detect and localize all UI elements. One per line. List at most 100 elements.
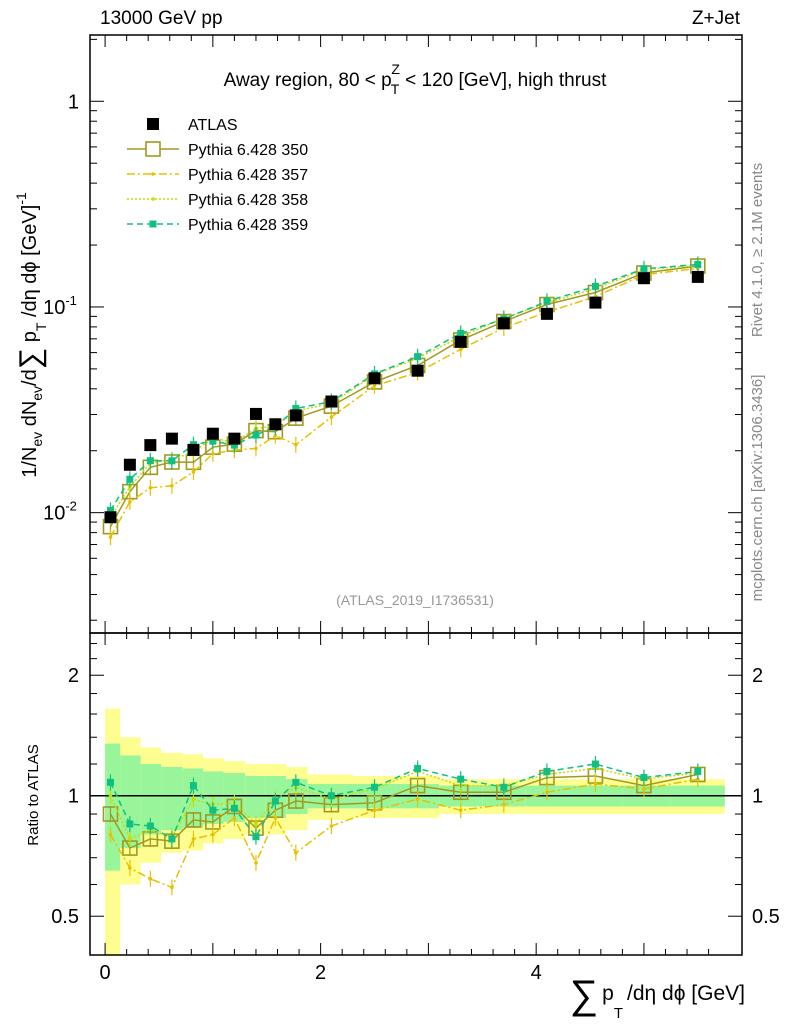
legend-marker [151,172,155,176]
marker-filled-square [106,778,114,786]
marker-dot [128,866,132,870]
y-axis-label: 1/Nev dNev/d∑ pT /dη dϕ [GeV]-1 [13,192,49,478]
marker-dot [254,446,258,451]
atlas-point [269,418,282,431]
x-tick-label: 4 [531,962,542,984]
ratio-tick-label-left: 0.5 [51,906,79,928]
ratio-frame [89,632,743,956]
marker-filled-square [252,833,260,841]
atlas-point [691,270,704,283]
legend: ATLAS Pythia 6.428 350 Pythia 6.428 357 Pyt… [127,117,308,234]
marker-dot [108,832,113,837]
atlas-point [540,307,553,320]
marker-filled-square [694,767,702,775]
x-axis-label: ∑ pT/dη dϕ [GeV] [570,973,745,1022]
marker-filled-square [414,353,422,361]
marker-filled-square [371,783,379,791]
marker-filled-square [168,457,176,465]
legend-label: Pythia 6.428 357 [188,167,308,184]
marker-filled-square [414,764,422,772]
analysis-id: (ATLAS_2019_I1736531) [336,592,494,608]
legend-label: ATLAS [188,117,238,134]
header-right: Z+Jet [692,8,741,29]
y-tick-label: 10-2 [43,499,77,525]
marker-dot [148,877,153,881]
marker-filled-square [209,437,217,445]
series-line [109,267,698,538]
marker-dot [191,797,196,802]
marker-filled-square [252,431,260,439]
marker-dot [128,837,132,841]
marker-dot [415,797,420,802]
marker-dot [502,802,506,807]
marker-filled-square [457,775,465,783]
marker-dot [329,824,334,828]
header-left: 13000 GeV pp [100,8,223,29]
atlas-point [165,432,178,445]
marker-filled-square [500,783,508,791]
band-green [245,776,266,818]
atlas-point [249,407,262,420]
atlas-point [454,335,467,348]
legend-label: Pythia 6.428 359 [188,217,308,234]
marker-dot [458,347,463,352]
marker-filled-square [230,804,238,812]
marker-dot [273,433,278,438]
atlas-point [144,439,157,452]
x-tick-label: 0 [100,962,111,984]
legend-marker [151,197,155,201]
marker-dot [128,500,132,504]
marker-dot [232,816,237,820]
atlas-point [411,364,424,377]
ratio-y-axis-label: Ratio to ATLAS [25,744,42,845]
series-line [109,264,698,518]
ratio-uncertainty-bands [105,708,725,955]
ratio-tick-label-right: 1 [752,786,763,808]
marker-dot [329,415,334,419]
legend-marker [145,141,161,157]
atlas-point [206,427,219,440]
marker-filled-square [146,457,154,465]
marker-filled-square [126,475,134,483]
axes: 0 2 4 10-2 10-1 1 0.5 0.5 1 1 2 2 [43,34,780,984]
marker-filled-square [146,822,154,830]
band-green [140,764,162,835]
marker-filled-square [640,265,648,273]
marker-open-square [102,806,119,822]
plot-title: Away region, 80 < pTZ < 120 [GeV], high … [224,61,607,97]
marker-dot [273,816,278,820]
marker-filled-square [292,405,300,413]
marker-filled-square [591,282,599,290]
mcplots-label: mcplots.cern.ch [arXiv:1306.3436] [749,375,766,602]
marker-dot [372,808,377,813]
marker-filled-square [126,820,134,828]
marker-filled-square [271,797,279,805]
y-tick-label: 1 [68,91,79,113]
marker-filled-square [209,806,217,814]
marker-dot [458,808,463,813]
x-tick-label: 2 [315,962,326,984]
ratio-tick-label-left: 1 [68,786,79,808]
marker-dot [170,885,174,890]
marker-filled-square [106,506,114,514]
marker-dot [545,790,549,795]
marker-dot [211,832,215,837]
atlas-point [368,372,381,385]
marker-dot [108,535,113,539]
marker-filled-square [457,329,465,337]
atlas-point [187,443,200,456]
ratio-tick-label-right: 0.5 [752,906,780,928]
marker-filled-square [694,260,702,268]
marker-filled-square [230,441,238,449]
marker-dot [593,782,598,786]
legend-label: Pythia 6.428 358 [188,192,308,209]
atlas-point [228,432,241,445]
marker-filled-square [292,778,300,786]
atlas-point [497,317,510,330]
marker-dot [254,860,258,865]
marker-filled-square [168,835,176,843]
atlas-point [325,395,338,408]
marker-dot [294,851,298,855]
marker-filled-square [327,792,335,800]
